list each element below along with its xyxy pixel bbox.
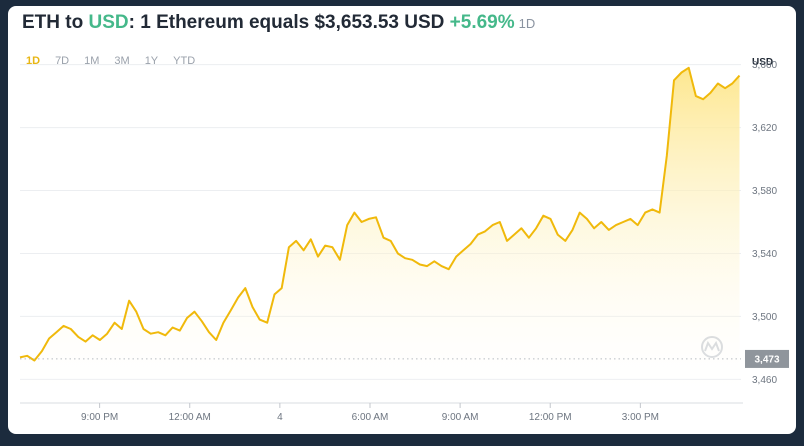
base-currency: ETH [22,12,60,33]
x-tick-label: 12:00 AM [169,412,211,423]
chart-card: ETH to USD: 1 Ethereum equals $3,653.53 … [8,6,796,434]
page-title: ETH to USD: 1 Ethereum equals $3,653.53 … [22,12,535,34]
x-tick-label: 12:00 PM [529,412,572,423]
range-tab-1m[interactable]: 1M [84,55,100,67]
current-price-label: 3,473 [754,354,779,365]
rate-statement: : 1 Ethereum equals $3,653.53 USD [128,12,450,33]
y-axis-unit: USD [752,57,773,68]
price-chart[interactable]: USD 3,460 3,500 3,540 3,580 3,620 3,660 9:00 … [8,6,796,434]
range-tab-1d[interactable]: 1D [26,55,41,67]
price-line [19,66,741,362]
period-label: 1D [518,16,536,31]
change-percent: +5.69% [449,12,515,33]
x-tick-label: 3:00 PM [622,412,659,423]
range-tab-1y[interactable]: 1Y [144,55,159,67]
current-price-badge [745,349,789,368]
x-tick-label: 9:00 PM [81,412,118,423]
price-series [19,66,741,404]
range-tab-7d[interactable]: 7D [55,55,70,67]
y-tick-label: 3,460 [752,375,777,386]
range-tab-3m[interactable]: 3M [114,55,130,67]
current-price-marker: 3,473 [20,349,789,368]
title-to: to [60,12,89,33]
x-tick-label: 4 [277,412,283,423]
x-tick-label: 6:00 AM [352,412,389,423]
y-tick-label: 3,620 [752,123,777,134]
y-tick-label: 3,540 [752,249,777,260]
x-axis: 9:00 PM 12:00 AM 4 6:00 AM 9:00 AM 12:00 PM 3:… [20,402,743,423]
cmc-logo-icon [701,336,723,358]
y-tick-label: 3,660 [752,60,777,71]
x-tick-label: 9:00 AM [442,412,479,423]
y-tick-label: 3,500 [752,312,777,323]
price-area [20,67,740,404]
y-axis: USD 3,460 3,500 3,540 3,580 3,620 3,660 [752,57,777,386]
quote-currency-link[interactable]: USD [88,12,129,33]
range-selector: 1D 7D 1M 3M 1Y YTD [26,51,210,69]
range-tab-ytd[interactable]: YTD [173,55,196,67]
y-tick-label: 3,580 [752,186,777,197]
